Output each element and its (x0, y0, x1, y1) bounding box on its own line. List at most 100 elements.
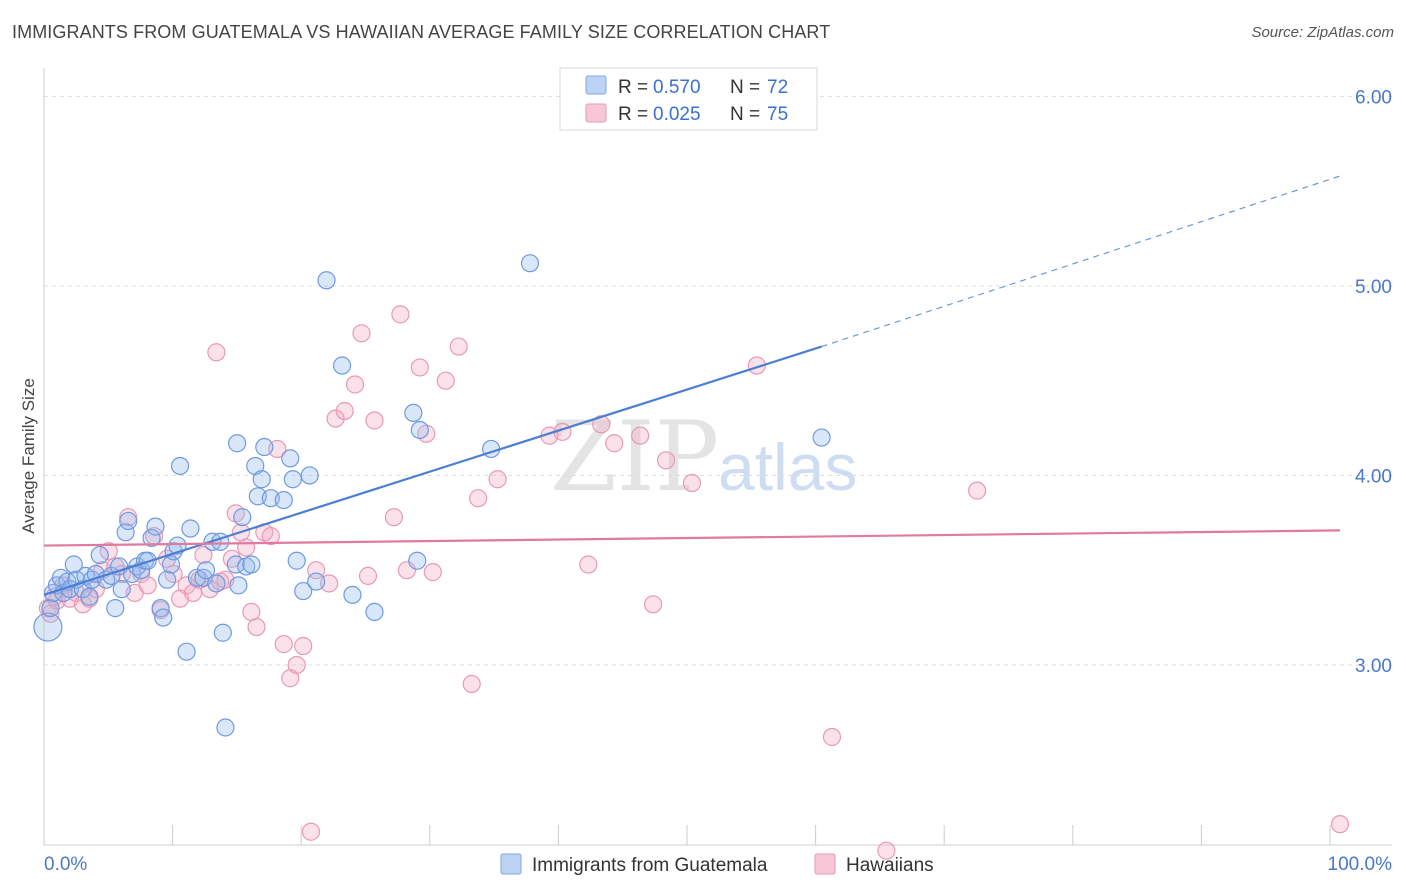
point-guatemala-14 (86, 564, 105, 584)
grid-lines (44, 95, 1392, 666)
point-guatemala-64 (307, 572, 326, 591)
legend-swatch-hawaiians (585, 103, 607, 123)
point-guatemala-66 (332, 356, 352, 375)
y-tick-label-0: 3.00 (1355, 656, 1392, 677)
point-guatemala-0 (33, 612, 63, 642)
point-guatemala-71 (410, 420, 429, 440)
point-hawaiians-72 (682, 473, 702, 493)
point-guatemala-22 (119, 511, 138, 531)
legend-swatch-guatemala (585, 75, 607, 95)
point-guatemala-39 (187, 568, 207, 587)
point-hawaiians-50 (352, 324, 371, 343)
legend-n-value-1: 72 (767, 77, 788, 98)
point-guatemala-18 (106, 599, 125, 618)
point-hawaiians-11 (99, 542, 118, 561)
point-guatemala-68 (365, 602, 384, 622)
point-guatemala-62 (294, 581, 313, 601)
point-guatemala-36 (170, 456, 190, 476)
point-hawaiians-59 (436, 371, 455, 390)
legend-r-label-1: R = (618, 77, 648, 98)
point-guatemala-67 (343, 585, 362, 604)
point-hawaiians-34 (237, 538, 256, 557)
point-guatemala-56 (255, 437, 274, 457)
point-hawaiians-53 (384, 508, 404, 527)
point-guatemala-55 (252, 470, 271, 489)
point-hawaiians-71 (656, 451, 676, 470)
point-hawaiians-68 (605, 434, 624, 453)
point-guatemala-52 (242, 555, 261, 574)
point-hawaiians-56 (410, 358, 429, 377)
point-guatemala-60 (283, 470, 302, 489)
bottom-legend-swatch-hawaiians (814, 853, 836, 875)
y-tick-label-2: 5.00 (1355, 277, 1392, 298)
point-hawaiians-69 (631, 426, 650, 445)
point-hawaiians-62 (469, 489, 488, 508)
point-guatemala-32 (158, 570, 177, 589)
point-hawaiians-48 (335, 401, 354, 421)
point-guatemala-61 (287, 551, 306, 570)
trend-line-hawaiians (43, 529, 1341, 547)
point-guatemala-12 (80, 587, 99, 606)
point-hawaiians-77 (1330, 815, 1350, 834)
point-guatemala-29 (146, 517, 165, 536)
point-guatemala-41 (196, 561, 216, 580)
point-guatemala-43 (207, 574, 226, 593)
point-guatemala-65 (317, 271, 336, 290)
bottom-legend-label-guatemala: Immigrants from Guatemala (532, 855, 768, 876)
legend-n-label-2: N = (730, 104, 760, 125)
point-hawaiians-58 (423, 563, 442, 582)
trend-line-guatemala-extension (821, 175, 1341, 348)
point-hawaiians-76 (968, 481, 987, 500)
source-label: Source: ZipAtlas.com (1251, 24, 1394, 41)
watermark-atlas: atlas (718, 430, 857, 504)
point-hawaiians-38 (261, 526, 280, 546)
y-tick-labels: 3.00 4.00 5.00 6.00 (1355, 87, 1392, 677)
point-guatemala-46 (216, 718, 235, 737)
series-legend: Immigrants from Guatemala Hawaiians (500, 853, 934, 876)
point-hawaiians-70 (644, 595, 663, 614)
legend-r-label-2: R = (618, 104, 648, 125)
point-guatemala-48 (229, 576, 248, 595)
point-hawaiians-63 (488, 470, 507, 489)
x-tick-label-max: 100.0% (1328, 854, 1393, 875)
chart-title: IMMIGRANTS FROM GUATEMALA VS HAWAIIAN AV… (12, 22, 831, 42)
point-guatemala-8 (64, 555, 83, 574)
point-guatemala-73 (520, 254, 540, 273)
point-hawaiians-40 (274, 635, 293, 654)
x-tick-marks (43, 825, 1331, 845)
legend-n-value-2: 75 (767, 104, 788, 125)
point-hawaiians-60 (449, 337, 468, 356)
legend-r-value-1: 0.570 (653, 77, 701, 98)
point-guatemala-28 (142, 528, 161, 548)
point-hawaiians-43 (294, 636, 313, 656)
point-guatemala-59 (281, 449, 300, 468)
point-guatemala-70 (408, 551, 427, 570)
point-hawaiians-52 (365, 411, 384, 430)
point-guatemala-37 (177, 642, 196, 661)
point-hawaiians-75 (877, 841, 896, 860)
point-hawaiians-44 (301, 822, 321, 841)
trend-line-guatemala (43, 345, 822, 596)
point-guatemala-20 (112, 580, 131, 599)
point-hawaiians-54 (391, 305, 410, 324)
x-tick-label-min: 0.0% (44, 854, 87, 875)
point-hawaiians-51 (358, 566, 378, 585)
point-hawaiians-17 (138, 576, 157, 595)
point-guatemala-21 (116, 523, 135, 542)
bottom-legend-label-hawaiians: Hawaiians (846, 855, 934, 876)
stats-legend: R = 0.570 N = 72 R = 0.025 N = 75 (559, 67, 818, 131)
point-hawaiians-42 (287, 655, 306, 675)
bottom-legend-swatch-guatemala (500, 853, 522, 875)
legend-r-value-2: 0.025 (653, 104, 701, 125)
point-hawaiians-26 (194, 545, 213, 565)
point-guatemala-38 (181, 519, 200, 538)
point-guatemala-50 (233, 508, 252, 527)
point-guatemala-69 (404, 403, 423, 423)
y-tick-label-3: 6.00 (1355, 87, 1392, 108)
point-hawaiians-28 (207, 343, 226, 362)
point-hawaiians-47 (326, 409, 345, 428)
point-hawaiians-36 (247, 617, 266, 637)
point-hawaiians-35 (242, 602, 261, 622)
trend-lines (43, 175, 1341, 596)
